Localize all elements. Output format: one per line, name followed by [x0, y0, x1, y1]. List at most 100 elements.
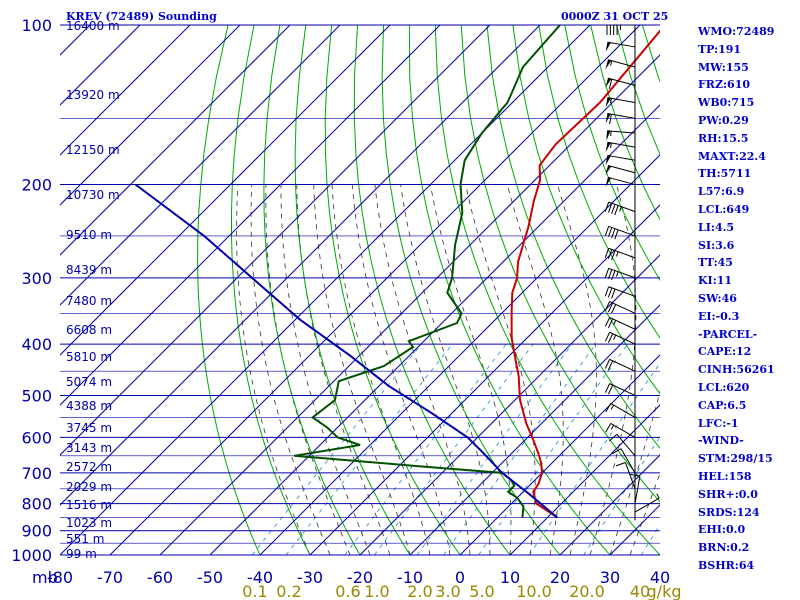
wind-barb-feather: [609, 434, 618, 442]
wind-barb-pennant: [605, 155, 611, 166]
isotherm-line: [509, 404, 660, 555]
mixing-ratio-line: [416, 343, 573, 555]
pressure-tick-label: 1000: [11, 546, 52, 565]
index-value: WB0:715: [698, 96, 755, 110]
height-label: 12150 m: [66, 143, 120, 157]
wind-barb: [604, 331, 636, 345]
wind-barb-feather: [607, 302, 614, 313]
wind-barb-staff: [634, 475, 641, 504]
wind-barb-pennant: [605, 165, 612, 176]
height-label: 4388 m: [66, 399, 112, 413]
moist-adiabat-line: [400, 184, 491, 555]
wind-barb: [605, 176, 636, 187]
wind-barb-staff: [624, 462, 636, 489]
wind-barb-feather: [611, 250, 616, 261]
wind-barb: [629, 473, 641, 504]
index-value: CINH:56261: [698, 363, 775, 377]
wind-barb-feather: [609, 114, 612, 125]
pressure-tick-label: 200: [21, 176, 52, 195]
wind-barb: [605, 402, 636, 418]
wind-barb-staff: [607, 77, 636, 86]
isotherm-line: [409, 304, 660, 555]
wind-barb: [605, 59, 636, 70]
wind-barb-half-feather: [610, 424, 615, 430]
wind-barb-feather: [611, 228, 616, 239]
pressure-tick-label: 900: [21, 522, 52, 541]
wind-barb-feather: [615, 462, 626, 467]
temperature-tick-label: -10: [397, 568, 423, 587]
dry-adiabat-line: [263, 25, 361, 555]
index-value: BSHR:64: [698, 559, 755, 572]
wind-barb-feather: [607, 318, 614, 329]
dry-adiabat-line: [294, 25, 411, 555]
moist-adiabat-line: [236, 184, 311, 555]
height-label: 7480 m: [66, 294, 112, 308]
wind-barb-feather: [614, 229, 619, 240]
index-value: EHI:0.0: [698, 523, 746, 537]
moist-adiabat-line: [250, 184, 331, 555]
wind-barb: [604, 316, 636, 330]
index-value: KI:11: [698, 274, 733, 288]
index-value: L57:6.9: [698, 185, 745, 199]
wind-barb: [606, 130, 636, 141]
wind-barb-feather: [607, 360, 614, 371]
isotherm-line: [559, 454, 660, 555]
wind-barb-staff: [620, 448, 636, 474]
pressure-tick-label: 400: [21, 335, 52, 354]
wind-barb-feather: [604, 383, 611, 393]
isobars: [60, 24, 660, 556]
index-value: TP:191: [698, 42, 742, 56]
wind-barb: [612, 448, 636, 474]
wind-barb: [604, 225, 636, 240]
index-value: MAXT:22.4: [698, 149, 766, 163]
wind-barb-pennant: [605, 42, 611, 52]
wind-barb-pennant: [605, 113, 611, 124]
wind-barb-feather: [629, 473, 640, 477]
mixing-ratio-labels: 0.1 0.2 0.6 1.0 2.0 3.0 5.0 10.0 20.0 40g/kg: [242, 582, 681, 600]
parcel-line: [134, 183, 559, 519]
moist-adiabat-line: [609, 389, 660, 555]
wind-barb-staff: [609, 383, 636, 396]
dry-adiabat-line: [590, 25, 660, 221]
index-value: TT:45: [698, 256, 733, 270]
wind-barb-feather: [614, 205, 619, 216]
isotherm-line: [60, 25, 191, 156]
index-value: BRN:0.2: [698, 541, 750, 555]
title-right: 0000Z 31 OCT 25: [561, 10, 669, 23]
dry-adiabat-line: [538, 25, 660, 339]
isotherm-line: [60, 25, 541, 506]
index-value: -WIND-: [698, 434, 744, 448]
mixing-ratio-label: 2.0: [407, 582, 432, 600]
temperature-tick-label: 30: [600, 568, 620, 587]
isotherm-line: [60, 25, 291, 256]
mixing-ratio-label: 5.0: [469, 582, 494, 600]
wind-barb-staff: [609, 358, 636, 372]
wind-barb-staff: [608, 201, 636, 213]
wind-barb-feather: [605, 423, 612, 433]
wind-barb-half-feather: [610, 142, 612, 148]
height-label: 8439 m: [66, 263, 112, 277]
wind-barb-staff: [608, 225, 636, 237]
wind-barb-feather: [604, 317, 611, 327]
wind-barb-feather: [612, 448, 622, 455]
moist-adiabat-line: [506, 184, 564, 555]
index-value: EI:-0.3: [698, 309, 740, 323]
wind-barb-feather: [607, 287, 613, 298]
wind-barb-half-feather: [615, 251, 619, 257]
wind-barb-feather: [608, 79, 613, 89]
wind-barbs: [604, 25, 660, 521]
wind-barb: [605, 41, 636, 52]
mixing-ratio-label: g/kg: [647, 582, 682, 600]
wind-barb-feather: [607, 333, 614, 343]
wind-barb-pennant: [605, 177, 612, 187]
height-label: 16400 m: [66, 19, 120, 33]
wind-barb-feather: [604, 359, 611, 369]
height-label: 1023 m: [66, 516, 112, 530]
wind-barb-feather: [604, 248, 610, 258]
index-value: WMO:72489: [698, 25, 775, 38]
wind-barb-pennant: [606, 130, 611, 141]
wind-barb: [604, 267, 636, 281]
dry-adiabat-line: [353, 25, 511, 555]
index-value: LCL:620: [698, 381, 750, 394]
